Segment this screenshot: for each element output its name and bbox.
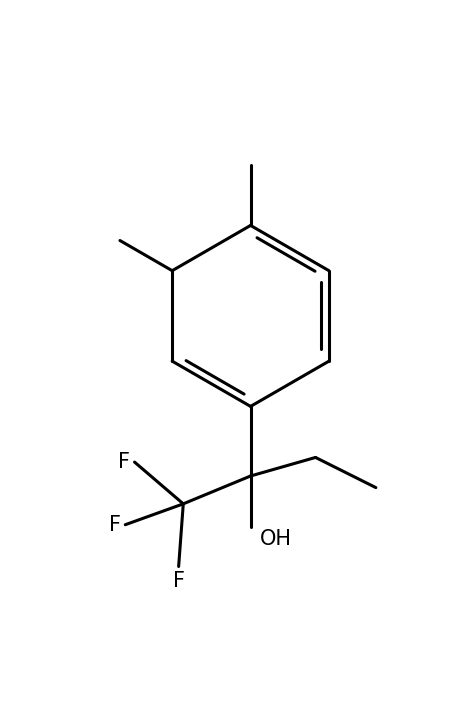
Text: F: F	[108, 515, 120, 535]
Text: OH: OH	[259, 529, 291, 549]
Text: F: F	[118, 452, 130, 472]
Text: F: F	[172, 571, 184, 591]
